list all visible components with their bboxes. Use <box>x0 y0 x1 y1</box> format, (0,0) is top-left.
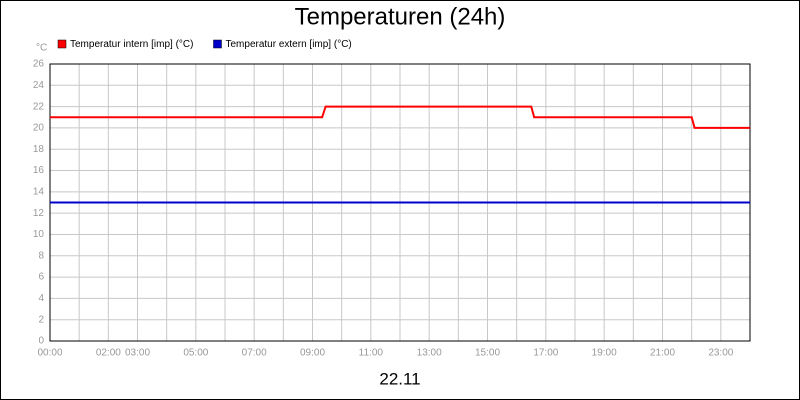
y-tick-label: 18 <box>33 144 45 155</box>
y-tick-label: 12 <box>33 208 45 219</box>
y-tick-label: 8 <box>38 250 44 261</box>
y-tick-label: 4 <box>38 293 44 304</box>
x-tick-label: 03:00 <box>125 348 150 359</box>
legend-swatch <box>213 39 222 49</box>
chart-title: Temperaturen (24h) <box>295 3 506 30</box>
x-tick-label: 00:00 <box>37 348 62 359</box>
x-tick-label: 02:00 <box>96 348 121 359</box>
x-tick-label: 05:00 <box>183 348 208 359</box>
legend-label: Temperatur intern [imp] (°C) <box>70 39 193 50</box>
x-tick-label: 07:00 <box>242 348 267 359</box>
legend-label: Temperatur extern [imp] (°C) <box>225 39 351 50</box>
y-axis-label: °C <box>36 43 47 54</box>
x-tick-label: 09:00 <box>300 348 325 359</box>
x-tick-label: 19:00 <box>592 348 617 359</box>
y-tick-label: 22 <box>33 101 45 112</box>
legend-swatch <box>57 39 67 49</box>
y-tick-label: 10 <box>33 229 45 240</box>
x-tick-label: 23:00 <box>708 348 733 359</box>
y-tick-label: 26 <box>33 59 45 70</box>
x-tick-label: 11:00 <box>359 348 384 359</box>
y-tick-label: 2 <box>38 314 44 325</box>
x-tick-label: 17:00 <box>533 348 558 359</box>
y-tick-label: 24 <box>33 80 45 91</box>
x-tick-label: 13:00 <box>417 348 442 359</box>
x-axis-label: 22.11 <box>379 369 420 388</box>
data-line <box>50 105 750 129</box>
y-tick-label: 14 <box>33 186 45 197</box>
y-tick-label: 20 <box>33 123 45 134</box>
y-tick-label: 0 <box>38 336 44 347</box>
x-tick-label: 15:00 <box>475 348 500 359</box>
x-tick-label: 21:00 <box>650 348 675 359</box>
y-tick-label: 16 <box>33 165 45 176</box>
y-tick-label: 6 <box>38 272 44 283</box>
